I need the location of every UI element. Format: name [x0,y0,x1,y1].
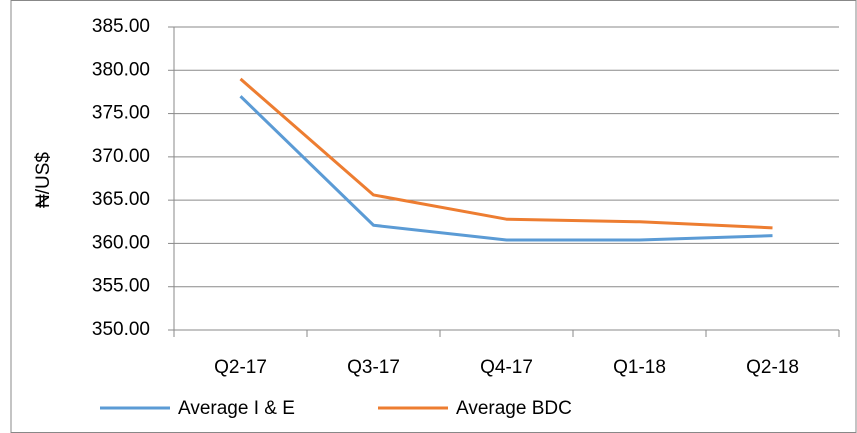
x-tick-label: Q3-17 [347,357,400,378]
y-tick-label: 360.00 [92,232,150,253]
x-tick-label: Q2-17 [214,357,267,378]
y-tick-label: 370.00 [92,146,150,167]
y-tick-label: 365.00 [92,189,150,210]
y-tick-label: 375.00 [92,103,150,124]
y-tick-label: 385.00 [92,16,150,37]
series-line [239,77,773,230]
y-axis-label: ₦/US$ [33,152,54,208]
y-tick-label: 350.00 [92,319,150,340]
x-tick-label: Q2-18 [746,357,799,378]
legend-label: Average BDC [456,398,572,419]
y-tick-label: 355.00 [92,276,150,297]
legend-label: Average I & E [178,398,295,419]
series-line [239,95,773,242]
y-tick-label: 380.00 [92,59,150,80]
x-tick-label: Q1-18 [613,357,666,378]
x-tick-label: Q4-17 [480,357,533,378]
